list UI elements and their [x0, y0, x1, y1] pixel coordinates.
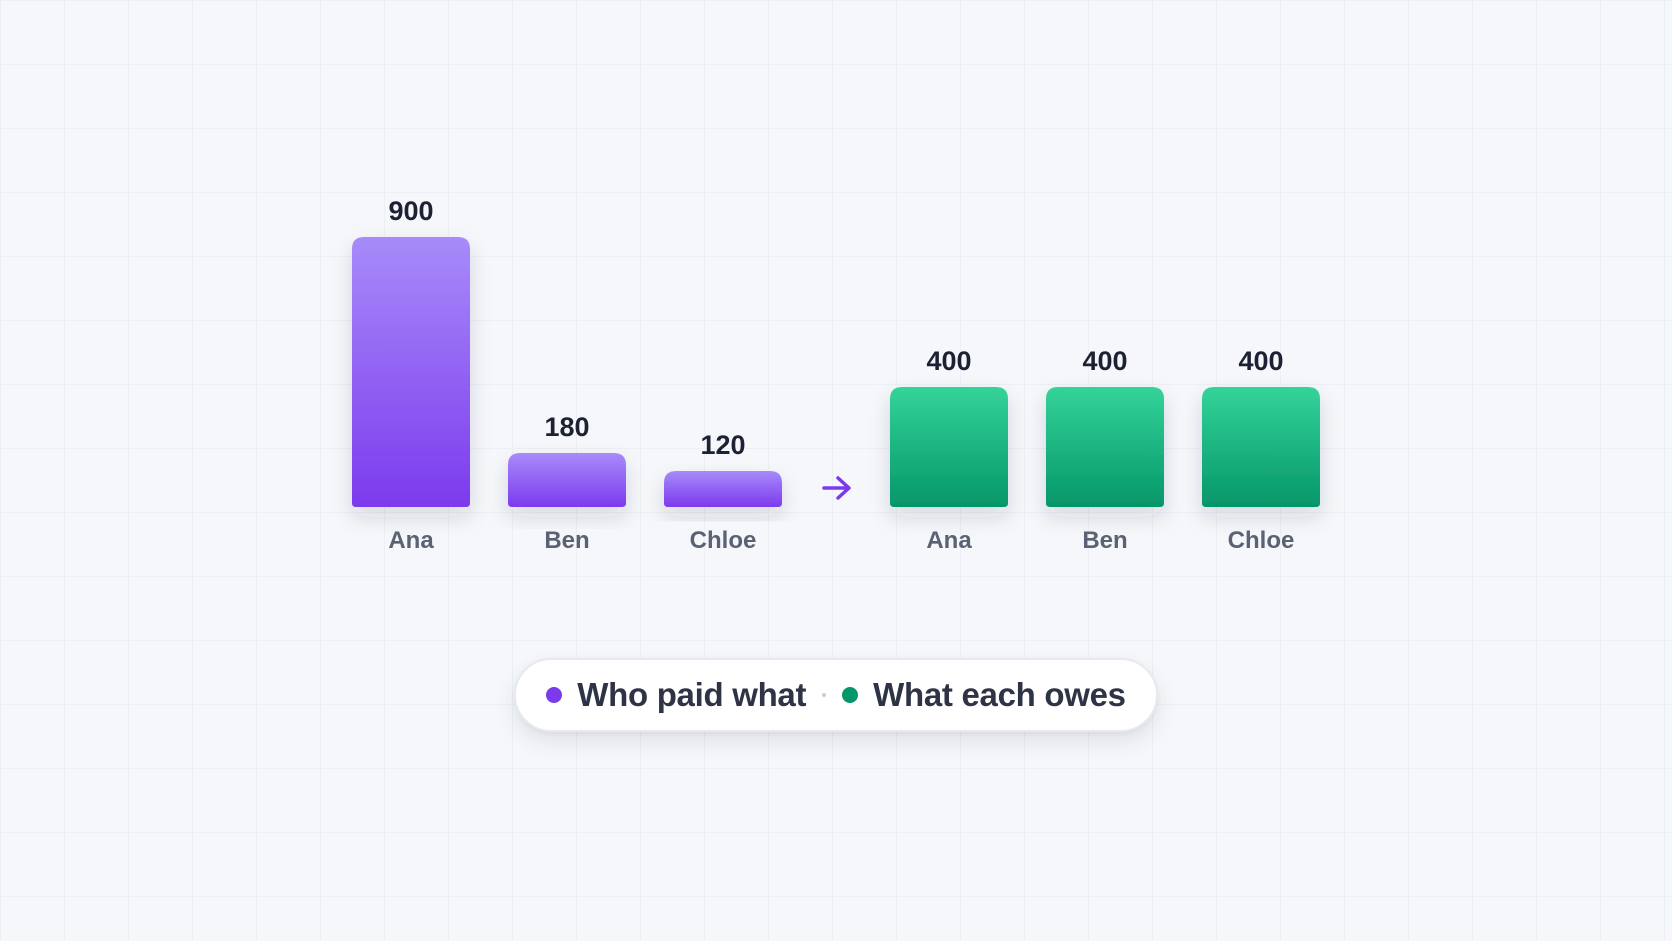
arrow-right-icon	[822, 476, 851, 500]
legend-dot-owes	[842, 687, 859, 703]
bar-paid-chloe	[664, 471, 782, 507]
value-label-owes-chloe: 400	[1238, 346, 1283, 376]
bar-paid-ben	[508, 453, 626, 507]
value-label-owes-ana: 400	[926, 346, 971, 376]
legend-dot-paid	[546, 687, 563, 703]
value-label-paid-ana: 900	[388, 196, 433, 226]
legend-label-owes: What each owes	[873, 676, 1126, 713]
legend-item-paid: Who paid what	[546, 676, 806, 714]
category-label-owes-ben: Ben	[1082, 527, 1127, 554]
legend-label-paid: Who paid what	[577, 676, 807, 713]
category-label-paid-chloe: Chloe	[690, 527, 757, 554]
bar-paid-ana	[352, 237, 470, 507]
category-label-paid-ana: Ana	[388, 527, 434, 554]
legend-item-owes: What each owes	[842, 676, 1126, 714]
bar-owes-chloe	[1202, 387, 1320, 507]
category-label-paid-ben: Ben	[544, 527, 589, 554]
bar-owes-ben	[1046, 387, 1164, 507]
category-label-owes-chloe: Chloe	[1228, 527, 1295, 554]
value-label-paid-ben: 180	[544, 412, 589, 442]
bar-owes-ana	[890, 387, 1008, 507]
value-label-paid-chloe: 120	[700, 430, 745, 460]
legend: Who paid what What each owes	[514, 658, 1158, 732]
category-label-owes-ana: Ana	[926, 527, 972, 554]
value-label-owes-ben: 400	[1082, 346, 1127, 376]
legend-separator	[822, 693, 827, 697]
